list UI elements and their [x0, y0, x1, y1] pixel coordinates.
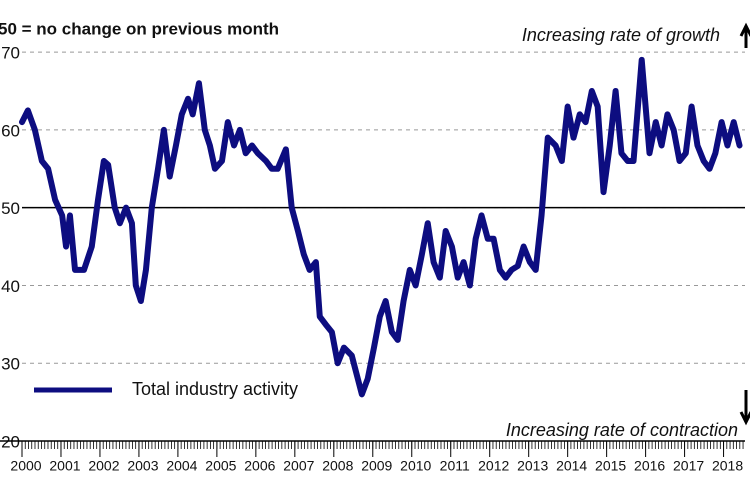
x-tick-label: 2012	[478, 458, 509, 474]
x-tick-label: 2009	[361, 458, 392, 474]
x-tick-label: 2013	[517, 458, 548, 474]
x-tick-label: 2000	[10, 458, 41, 474]
x-tick-label: 2005	[205, 458, 236, 474]
y-tick-label: 60	[1, 121, 20, 140]
x-tick-label: 2007	[283, 458, 314, 474]
x-tick-label: 2008	[322, 458, 353, 474]
x-tick-label: 2003	[127, 458, 158, 474]
data-line	[19, 56, 743, 398]
x-tick-label: 2001	[49, 458, 80, 474]
annotation: Increasing rate of contraction	[506, 420, 738, 440]
x-tick-label: 2017	[673, 458, 704, 474]
x-tick-label: 2004	[166, 458, 197, 474]
annotation: Increasing rate of growth	[522, 25, 720, 45]
x-tick-label: 2015	[595, 458, 626, 474]
y-tick-label: 70	[1, 44, 20, 63]
up-arrow	[739, 22, 750, 48]
x-tick-label: 2018	[712, 458, 743, 474]
y-tick-label: 20	[1, 432, 20, 451]
x-tick-label: 2002	[88, 458, 119, 474]
x-tick-label: 2010	[400, 458, 431, 474]
x-tick-label: 2014	[556, 458, 587, 474]
x-tick-label: 2011	[440, 458, 470, 474]
y-tick-label: 50	[1, 199, 20, 218]
x-tick-label: 2016	[634, 458, 665, 474]
chart-title: 50 = no change on previous month	[0, 19, 279, 38]
legend-label: Total industry activity	[132, 379, 298, 399]
down-arrow	[739, 390, 750, 426]
y-tick-label: 40	[1, 277, 20, 296]
y-tick-label: 30	[1, 355, 20, 374]
x-tick-label: 2006	[244, 458, 275, 474]
